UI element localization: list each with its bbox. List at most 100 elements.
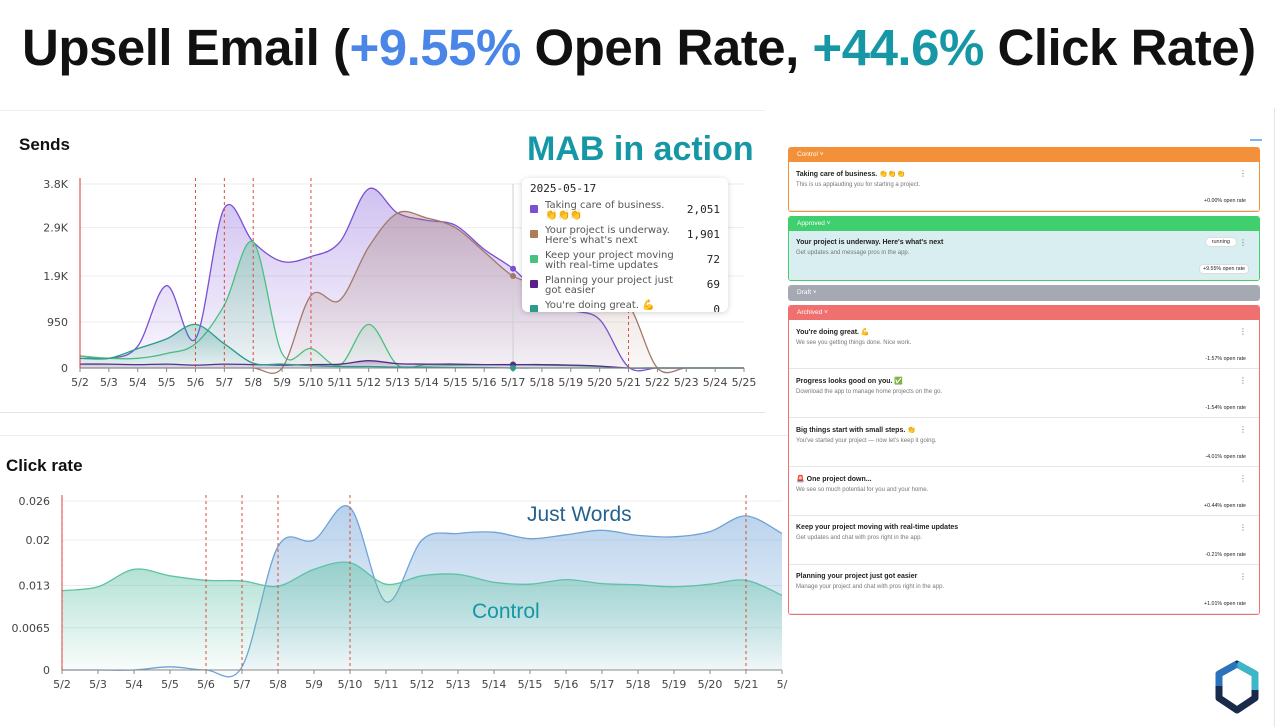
group-header[interactable]: Draft ˅	[789, 286, 1259, 300]
x-tick-label: 5/16	[472, 376, 497, 389]
x-tick-label: 5/8	[244, 376, 262, 389]
variant-card[interactable]: Taking care of business. 👏👏👏 This is us a…	[789, 162, 1259, 211]
y-tick-label: 0.02	[26, 534, 51, 547]
more-options-icon[interactable]: ⋮	[1239, 327, 1247, 336]
chevron-down-icon[interactable]: ˅	[822, 309, 828, 316]
open-rate-badge: +0.44% open rate	[1204, 503, 1246, 509]
scroll-indicator[interactable]	[1250, 139, 1262, 141]
right-edge-divider	[1274, 108, 1275, 727]
mab-annotation: MAB in action	[527, 130, 754, 168]
more-options-icon[interactable]: ⋮	[1239, 523, 1247, 532]
more-options-icon[interactable]: ⋮	[1239, 169, 1247, 178]
x-tick-label: 5/18	[626, 678, 651, 691]
x-tick-label: 5/17	[501, 376, 526, 389]
open-rate-badge: -4.01% open rate	[1205, 454, 1246, 460]
x-tick-label: 5/22	[645, 376, 670, 389]
variant-card[interactable]: Progress looks good on you. ✅ Download th…	[789, 369, 1259, 418]
sends-tooltip: 2025-05-17 Taking care of business. 👏👏👏 2…	[522, 178, 728, 312]
x-tick-label: 5/8	[269, 678, 287, 691]
x-tick-label: 5/4	[129, 376, 147, 389]
y-tick-label: 2.9K	[43, 222, 68, 235]
tooltip-label: You're doing great. 💪	[545, 300, 655, 311]
tooltip-swatch	[530, 305, 538, 312]
y-tick-label: 3.8K	[43, 178, 68, 191]
sends-chart: 0 950 1.9K 2.9K 3.8K 5/2 5/3 5/4 5/5 5/6 5/7 5/8 5/9…	[43, 178, 757, 389]
click-rate-value: +44.6%	[812, 19, 984, 76]
more-options-icon[interactable]: ⋮	[1239, 572, 1247, 581]
brand-logo-icon	[1215, 660, 1259, 714]
x-tick-label: 5/17	[590, 678, 615, 691]
hover-point-1	[510, 265, 517, 272]
chevron-down-icon[interactable]: ˅	[817, 151, 824, 158]
group-header[interactable]: Approved ˅	[789, 217, 1259, 231]
x-tick-label: 5/2	[53, 678, 71, 691]
more-options-icon[interactable]: ⋮	[1239, 474, 1247, 483]
click-chart-panel: Click rate 0 0.0065 0.013 0.02 0.026 5/2 5/3 5/…	[0, 435, 790, 727]
tooltip-swatch	[530, 255, 538, 263]
variant-title: Keep your project moving with real-time …	[796, 524, 959, 531]
x-tick-label: 5/9	[273, 376, 291, 389]
tooltip-swatch	[530, 280, 538, 288]
variant-card[interactable]: 🚨 One project down... We see so much pote…	[789, 467, 1259, 516]
x-tick-label: 5/6	[187, 376, 205, 389]
x-tick-label: 5/20	[587, 376, 612, 389]
series-line-2	[61, 561, 783, 596]
variant-group-draft: Draft ˅	[788, 285, 1260, 301]
x-tick-label: 5/3	[100, 376, 118, 389]
x-tick-label: 5/7	[215, 376, 233, 389]
status-badge: running	[1204, 237, 1237, 247]
x-tick-label: 5/3	[89, 678, 107, 691]
variant-subtitle: Get updates and message pros in the app.	[796, 250, 910, 256]
variant-title: Big things start with small steps. 👏	[796, 427, 916, 434]
message-variant-list: Control ˅ Taking care of business. 👏👏👏 Thi…	[788, 147, 1260, 619]
x-tick-label: 5/20	[698, 678, 723, 691]
x-tick-label: 5/12	[356, 376, 381, 389]
x-tick-label: 5/21	[734, 678, 759, 691]
variant-title: Taking care of business. 👏👏👏	[796, 171, 906, 178]
group-label: Draft	[797, 289, 812, 296]
hover-point-5	[510, 365, 517, 371]
x-tick-label: 5/23	[674, 376, 699, 389]
group-header[interactable]: Control ˅	[789, 148, 1259, 162]
more-options-icon[interactable]: ⋮	[1239, 238, 1247, 247]
tooltip-value: 69	[706, 278, 720, 291]
variant-card[interactable]: Big things start with small steps. 👏 You'…	[789, 418, 1259, 467]
series-area-2	[80, 211, 744, 374]
y-tick-label: 0	[43, 664, 50, 677]
y-tick-label: 950	[47, 316, 68, 329]
chevron-down-icon[interactable]: ˅	[811, 289, 817, 296]
x-tick-label: 5/13	[385, 376, 410, 389]
more-options-icon[interactable]: ⋮	[1239, 425, 1247, 434]
y-tick-label: 0.026	[19, 495, 51, 508]
chevron-down-icon[interactable]: ˅	[824, 220, 831, 227]
variant-subtitle: This is us applauding you for starting a…	[796, 182, 921, 188]
open-rate-value: +9.55%	[349, 19, 521, 76]
open-rate-badge: +1.01% open rate	[1204, 601, 1246, 607]
variant-subtitle: Download the app to manage home projects…	[796, 389, 943, 395]
variant-title: Your project is underway. Here's what's …	[796, 239, 944, 246]
x-tick-label: 5/9	[305, 678, 323, 691]
x-tick-label: 5/13	[446, 678, 471, 691]
variant-subtitle: Manage your project and chat with pros r…	[796, 584, 945, 590]
x-tick-label: 5/	[777, 678, 788, 691]
x-tick-label: 5/25	[732, 376, 757, 389]
y-tick-label: 0.0065	[12, 622, 51, 635]
open-rate-label: Open Rate,	[520, 19, 813, 76]
tooltip-value: 0	[713, 303, 720, 312]
group-header[interactable]: Archived ˅	[789, 306, 1259, 320]
variant-card[interactable]: You're doing great. 💪 We see you getting …	[789, 320, 1259, 369]
more-options-icon[interactable]: ⋮	[1239, 376, 1247, 385]
variant-card[interactable]: Planning your project just got easier Man…	[789, 565, 1259, 614]
x-tick-label: 5/16	[554, 678, 579, 691]
variant-card[interactable]: Keep your project moving with real-time …	[789, 516, 1259, 565]
tooltip-row: Taking care of business. 👏👏👏 2,051	[530, 201, 720, 226]
series-area-3	[80, 241, 744, 369]
variant-card[interactable]: Your project is underway. Here's what's …	[789, 231, 1259, 280]
x-tick-label: 5/7	[233, 678, 251, 691]
headline-prefix: Upsell Email (	[22, 19, 350, 76]
x-tick-label: 5/11	[327, 376, 352, 389]
variant-subtitle: Get updates and chat with pros right in …	[796, 535, 923, 541]
x-tick-label: 5/19	[662, 678, 687, 691]
tooltip-swatch	[530, 230, 538, 238]
variant-title: You're doing great. 💪	[796, 329, 870, 336]
